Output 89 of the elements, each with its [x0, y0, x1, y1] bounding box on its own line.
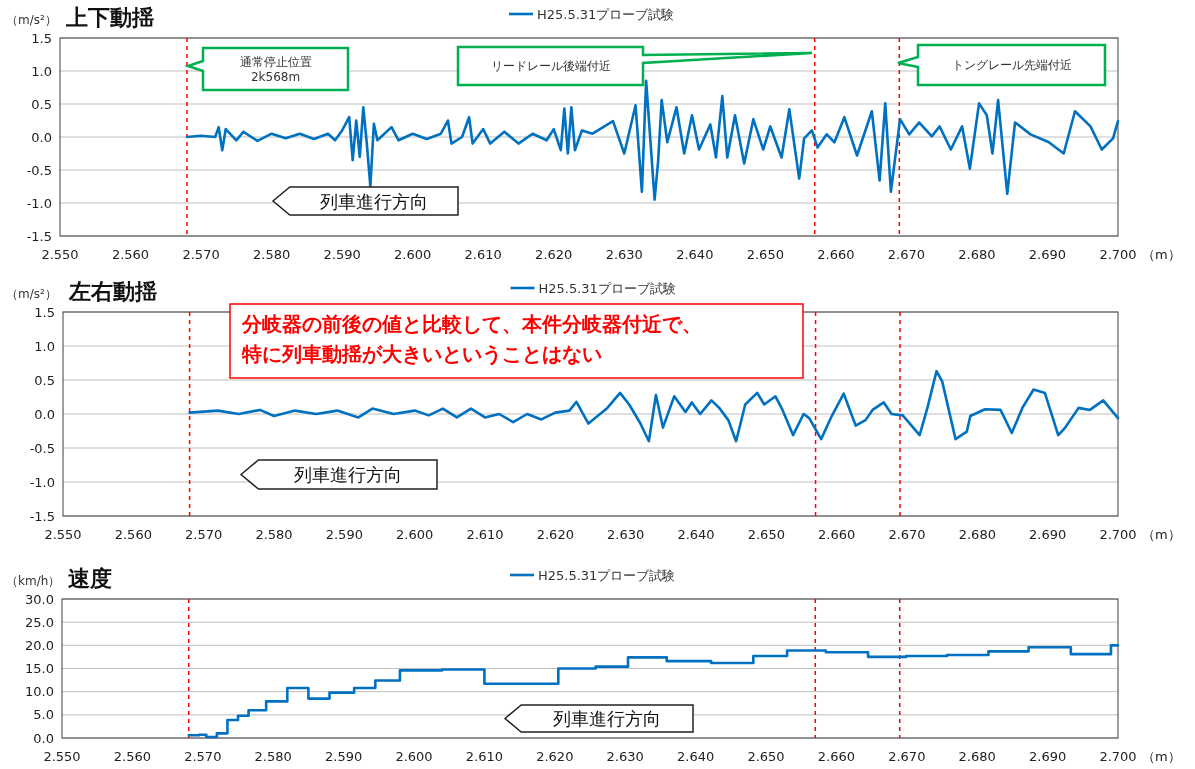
- y-tick-label: -0.5: [29, 440, 55, 456]
- annotation: 列車進行方向: [553, 708, 662, 729]
- y-axis-title: （m/s²）: [6, 287, 57, 301]
- x-tick-label: 2.600: [396, 526, 434, 542]
- y-tick-label: 1.0: [31, 63, 52, 79]
- x-tick-label: 2.640: [676, 246, 714, 262]
- y-tick-label: 0.0: [31, 129, 52, 145]
- y-tick-label: 30.0: [25, 591, 54, 607]
- x-tick-label: 2.620: [536, 748, 574, 764]
- y-tick-label: 20.0: [25, 637, 54, 653]
- x-tick-label: 2.650: [747, 748, 785, 764]
- y-tick-label: 1.5: [31, 30, 52, 46]
- x-tick-label: 2.560: [111, 246, 150, 262]
- y-tick-label: 0.0: [34, 406, 55, 422]
- y-tick-label: 0.0: [33, 730, 54, 746]
- x-tick-label: 2.630: [605, 246, 643, 262]
- y-tick-label: -1.5: [29, 508, 55, 524]
- x-tick-label: 2.590: [324, 748, 363, 764]
- x-tick-label: 2.650: [747, 526, 785, 542]
- x-tick-label: 2.660: [818, 526, 856, 542]
- y-tick-label: 15.0: [25, 661, 54, 676]
- x-tick-label: 2.670: [887, 246, 926, 262]
- y-tick-label: 0.5: [34, 372, 55, 388]
- y-tick-label: -1.0: [26, 195, 52, 211]
- y-tick-label: 1.5: [34, 304, 55, 320]
- y-axis-title: （m/s²）: [6, 13, 57, 27]
- x-tick-label: 2.550: [44, 526, 82, 542]
- x-tick-label: 2.690: [1028, 246, 1067, 262]
- annotation: 分岐器の前後の値と比較して、本件分岐器付近で、: [241, 312, 702, 336]
- legend-label: H25.5.31プローブ試験: [537, 6, 675, 22]
- x-axis-title: （m）: [1142, 246, 1181, 262]
- annotation: トングレール先端付近: [951, 58, 1072, 72]
- y-tick-label: 1.0: [34, 338, 55, 354]
- x-axis-title: （m）: [1142, 526, 1181, 542]
- y-tick-label: 25.0: [25, 614, 54, 630]
- chart-title: 速度: [68, 565, 112, 591]
- legend-label: H25.5.31プローブ試験: [538, 280, 676, 296]
- x-tick-label: 2.570: [184, 748, 222, 764]
- x-tick-label: 2.700: [1099, 246, 1137, 262]
- x-tick-label: 2.680: [958, 748, 996, 764]
- x-tick-label: 2.560: [114, 526, 152, 542]
- x-tick-label: 2.700: [1099, 526, 1137, 542]
- x-tick-label: 2.590: [323, 246, 361, 262]
- x-tick-label: 2.670: [888, 526, 926, 542]
- x-axis-title: （m）: [1142, 748, 1181, 764]
- x-tick-label: 2.570: [182, 246, 220, 262]
- x-tick-label: 2.700: [1099, 748, 1137, 764]
- annotation: 通常停止位置 2k568m: [239, 54, 312, 84]
- x-tick-label: 2.640: [676, 748, 715, 764]
- x-tick-label: 2.580: [255, 526, 293, 542]
- x-tick-label: 2.590: [325, 526, 363, 542]
- x-tick-label: 2.630: [606, 748, 644, 764]
- x-tick-label: 2.560: [113, 748, 152, 764]
- x-tick-label: 2.640: [677, 526, 715, 542]
- x-tick-label: 2.550: [43, 748, 81, 764]
- annotation: 列車進行方向: [319, 190, 428, 212]
- chart-title: 左右動揺: [68, 278, 157, 304]
- y-tick-label: -1.0: [29, 474, 55, 490]
- x-tick-label: 2.610: [464, 246, 502, 262]
- x-tick-label: 2.580: [254, 748, 292, 764]
- annotation: 列車進行方向: [293, 464, 402, 485]
- y-axis-title: （km/h）: [6, 574, 61, 588]
- x-tick-label: 2.600: [394, 246, 432, 262]
- x-tick-label: 2.690: [1028, 748, 1067, 764]
- x-tick-label: 2.610: [466, 526, 504, 542]
- x-tick-label: 2.690: [1029, 526, 1067, 542]
- line-series: [188, 369, 1120, 443]
- chart-title: 上下動揺: [65, 4, 154, 30]
- x-tick-label: 2.670: [888, 748, 926, 764]
- x-tick-label: 2.630: [607, 526, 645, 542]
- x-tick-label: 2.610: [465, 748, 504, 764]
- x-tick-label: 2.660: [817, 246, 855, 262]
- x-tick-label: 2.580: [252, 246, 291, 262]
- x-tick-label: 2.600: [395, 748, 433, 764]
- y-tick-label: -0.5: [26, 162, 52, 178]
- annotation: リードレール後端付近: [490, 59, 611, 73]
- y-tick-label: -1.5: [26, 228, 52, 244]
- y-tick-label: 10.0: [25, 684, 54, 700]
- legend-label: H25.5.31プローブ試験: [538, 567, 676, 583]
- x-tick-label: 2.570: [185, 526, 223, 542]
- x-tick-label: 2.660: [817, 748, 856, 764]
- x-tick-label: 2.550: [41, 246, 79, 262]
- x-tick-label: 2.680: [958, 246, 996, 262]
- x-tick-label: 2.620: [535, 246, 573, 262]
- y-tick-label: 0.5: [31, 96, 52, 112]
- x-tick-label: 2.680: [958, 526, 996, 542]
- x-tick-label: 2.620: [536, 526, 574, 542]
- y-tick-label: 5.0: [33, 707, 54, 723]
- x-tick-label: 2.650: [746, 246, 784, 262]
